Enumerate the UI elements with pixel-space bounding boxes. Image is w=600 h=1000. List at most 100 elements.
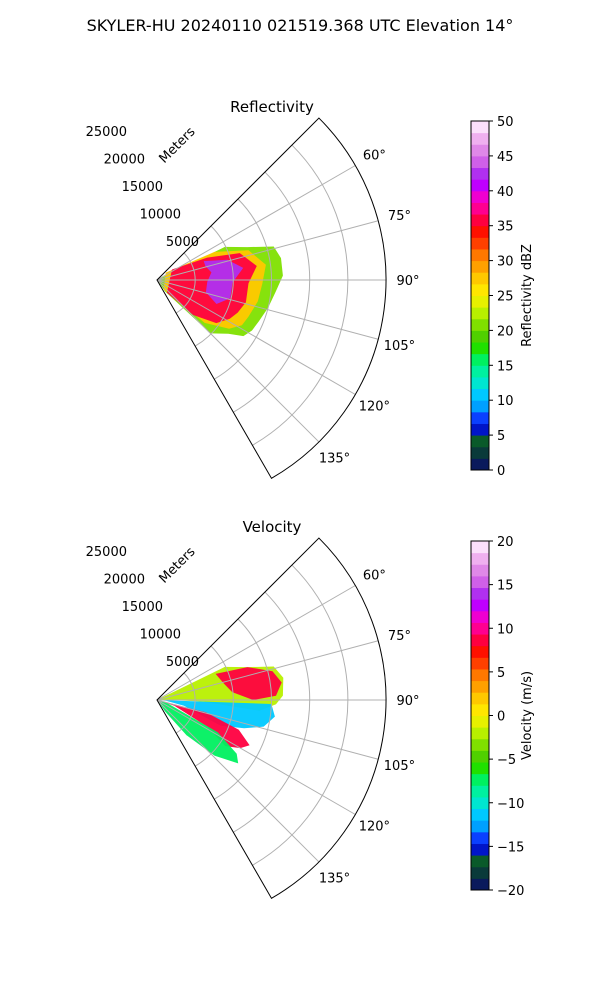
azimuth-tick-label: 120° [359,400,390,415]
range-ring [194,645,234,767]
colorbar-tick-label: 10 [497,622,514,637]
colorbar-segment [471,225,489,238]
colorbar-segment [471,762,489,775]
colorbar-segment [471,435,489,448]
colorbar-segment [471,423,489,436]
colorbar-segment [471,668,489,682]
colorbar-segment [471,610,489,623]
sector-outline [156,537,387,900]
echo-north-core [215,667,282,700]
colorbar-segment [471,132,489,145]
range-ring [252,564,349,866]
azimuth-spoke [156,699,379,760]
colorbar-segment [471,307,489,320]
figure-title: SKYLER-HU 20240110 021519.368 UTC Elevat… [87,16,514,35]
range-tick-label: 20000 [104,573,145,588]
colorbar-tick-label: −10 [497,797,524,812]
colorbar-segment [471,599,489,612]
colorbar-label: Reflectivity dBZ [520,244,535,347]
colorbar-segment [471,318,489,331]
panel-title: Velocity [243,518,302,536]
colorbar-tick-label: 0 [497,464,505,479]
colorbar-segment [471,353,489,366]
azimuth-tick-label: 120° [359,820,390,835]
colorbar-segment [471,622,489,635]
colorbar-tick-label: 40 [497,185,514,200]
colorbar-segment [471,121,489,134]
echo-center-band [157,700,275,729]
colorbar-segment [471,202,489,215]
azimuth-tick-label: 90° [396,694,419,709]
colorbar-segment [471,878,489,891]
azimuth-tick-label: 60° [363,569,386,584]
azimuth-spoke [156,699,320,863]
range-tick-label: 15000 [122,600,163,615]
colorbar-tick-label: 15 [497,359,514,374]
range-tick-label: 10000 [140,208,181,223]
colorbar-segment [471,680,489,693]
colorbar-segment [471,785,489,798]
colorbar-segment [471,541,489,554]
colorbar-segment [471,190,489,203]
colorbar-segment [471,272,489,285]
azimuth-tick-label: 75° [388,209,411,224]
colorbar-segment [471,843,489,856]
colorbar-segment [471,248,489,262]
colorbar-segment [471,388,489,401]
range-axis-label: Meters [157,544,199,586]
colorbar-segment [471,167,489,180]
reflectivity-panel: 50001000015000200002500060°75°90°105°120… [86,98,535,480]
colorbar-segment [471,715,489,728]
colorbar-tick-label: 45 [497,150,514,165]
range-tick-label: 10000 [140,628,181,643]
colorbar-segment [471,866,489,879]
colorbar-segment [471,575,489,589]
colorbar-segment [471,376,489,390]
colorbar-segment [471,237,489,250]
azimuth-tick-label: 135° [319,451,350,466]
colorbar-segment [471,657,489,670]
colorbar-segment [471,773,489,786]
azimuth-spoke [156,279,379,340]
azimuth-spoke [156,585,356,701]
range-ring [194,225,234,347]
colorbar-tick-label: 5 [497,429,505,444]
range-tick-label: 25000 [86,125,127,140]
azimuth-spoke [156,640,379,701]
range-tick-label: 15000 [122,180,163,195]
colorbar-segment [471,634,489,647]
colorbar-segment [471,446,489,459]
colorbar-segment [471,552,489,565]
colorbar-segment [471,400,489,413]
azimuth-tick-label: 105° [384,339,415,354]
range-axis-label: Meters [157,124,199,166]
colorbar-segment [471,831,489,844]
colorbar-segment [471,692,489,705]
azimuth-tick-label: 75° [388,629,411,644]
colorbar-segment [471,645,489,658]
azimuth-tick-label: 135° [319,871,350,886]
colorbar-tick-label: 20 [497,324,514,339]
range-tick-label: 25000 [86,545,127,560]
echo-south-edge [157,700,239,764]
colorbar-segment [471,179,489,192]
colorbar-segment [471,750,489,763]
range-ring [175,252,196,314]
panel-title: Reflectivity [230,98,314,116]
colorbar-tick-label: −20 [497,884,524,899]
colorbar-segment [471,855,489,868]
azimuth-spoke [156,165,356,281]
colorbar-segment [471,365,489,378]
range-ring [213,618,272,800]
colorbar-segment [471,820,489,833]
colorbar-tick-label: 50 [497,115,514,130]
colorbar-tick-label: 20 [497,535,514,550]
colorbar-segment [471,727,489,740]
echo-max-core [203,259,244,304]
colorbar-tick-label: 10 [497,394,514,409]
range-ring [252,144,349,446]
azimuth-spoke [156,279,356,395]
colorbar-segment [471,155,489,169]
colorbar-segment [471,411,489,424]
azimuth-tick-label: 90° [396,274,419,289]
